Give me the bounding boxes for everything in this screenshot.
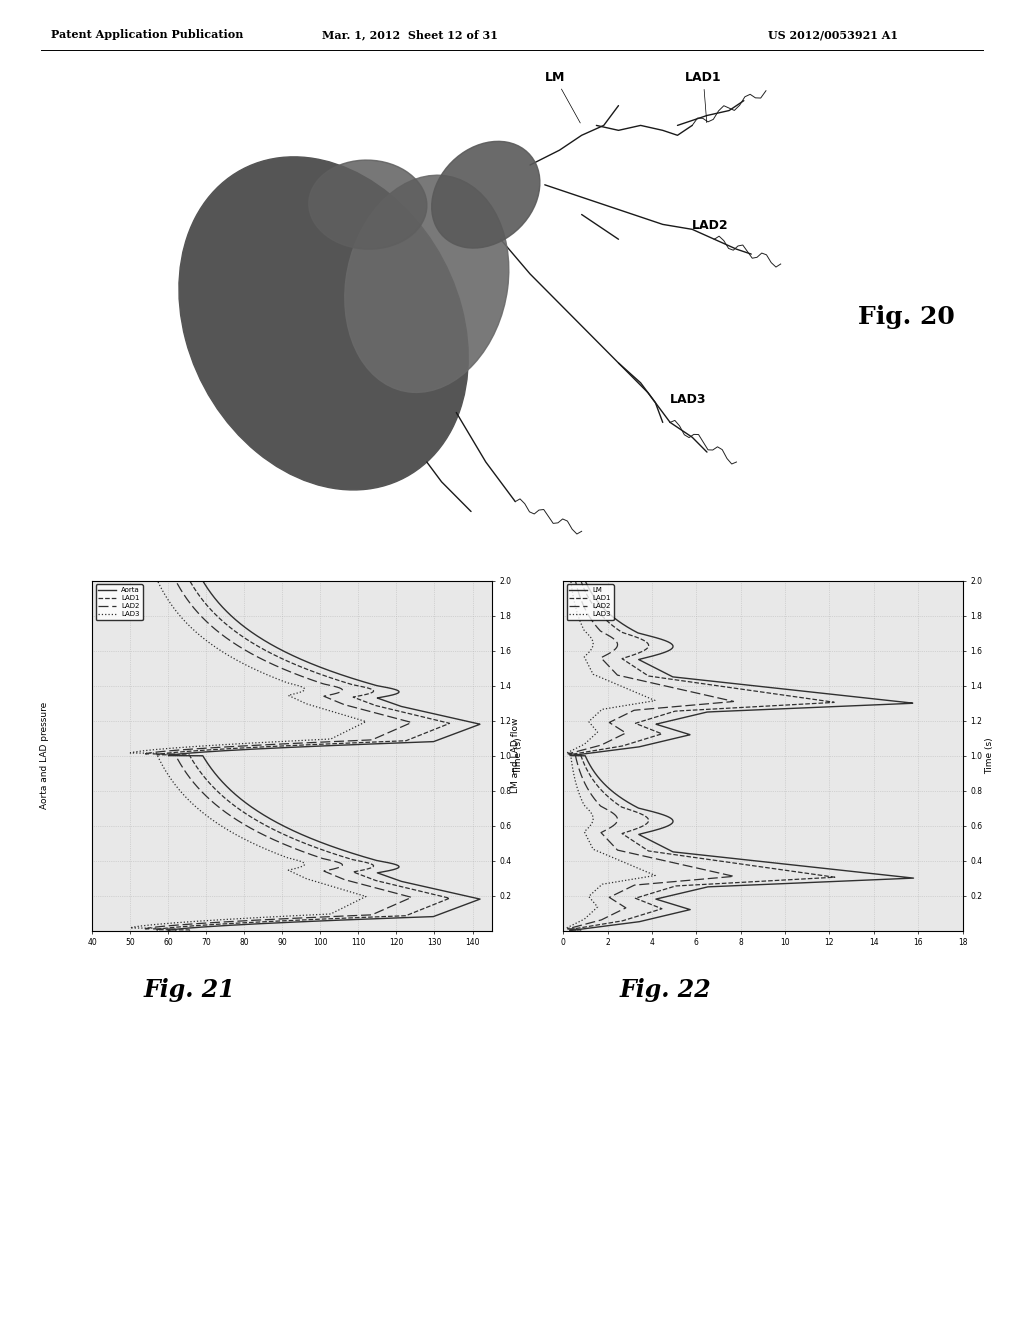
Line: LAD2: LAD2: [567, 581, 734, 931]
LM: [563, 573, 575, 589]
LM: [587, 762, 599, 777]
LAD3: [566, 583, 579, 599]
LAD1: [189, 583, 202, 599]
Text: LAD2: LAD2: [692, 219, 729, 232]
Aorta: [206, 762, 218, 777]
Text: LAD1: LAD1: [685, 71, 722, 123]
LAD1: [183, 573, 196, 589]
Ellipse shape: [179, 157, 468, 490]
LAD3: [564, 573, 577, 589]
LAD3: [585, 904, 597, 920]
Text: LM and LAD flow: LM and LAD flow: [511, 718, 520, 793]
Line: LAD1: LAD1: [568, 581, 835, 931]
Aorta: [162, 573, 174, 589]
LAD1: [193, 762, 205, 777]
LAD3: [580, 647, 592, 663]
LAD3: [157, 583, 169, 599]
LAD1: [268, 647, 281, 663]
Line: LM: LM: [569, 581, 913, 931]
LAD1: [579, 583, 591, 599]
LAD2: [573, 762, 586, 777]
LAD3: [566, 762, 579, 777]
LM: [582, 752, 594, 768]
Text: Aorta and LAD pressure: Aorta and LAD pressure: [40, 702, 49, 809]
LAD3: [152, 923, 164, 939]
LAD2: [170, 573, 182, 589]
LAD1: [190, 583, 203, 599]
Text: Fig. 22: Fig. 22: [620, 978, 712, 1002]
LAD2: [569, 573, 582, 589]
Line: Aorta: Aorta: [168, 581, 480, 931]
LAD3: [159, 762, 171, 777]
LAD2: [569, 923, 582, 939]
Aorta: [162, 923, 174, 939]
Text: Fig. 20: Fig. 20: [858, 305, 954, 329]
Text: Mar. 1, 2012  Sheet 12 of 31: Mar. 1, 2012 Sheet 12 of 31: [322, 29, 498, 40]
LAD2: [178, 762, 190, 777]
LAD2: [570, 752, 583, 768]
LAD1: [579, 583, 591, 599]
Aorta: [204, 583, 216, 599]
Ellipse shape: [345, 176, 509, 392]
Legend: LM, LAD1, LAD2, LAD3: LM, LAD1, LAD2, LAD3: [566, 585, 613, 620]
Line: LAD1: LAD1: [157, 581, 450, 931]
LAD3: [222, 647, 234, 663]
Aorta: [286, 647, 298, 663]
LAD2: [170, 923, 182, 939]
LAD2: [172, 752, 184, 768]
LAD3: [564, 923, 577, 939]
LAD3: [152, 573, 164, 589]
Text: LAD3: LAD3: [670, 392, 707, 405]
LM: [649, 647, 662, 663]
LAD1: [574, 923, 587, 939]
LAD1: [574, 573, 587, 589]
LM: [563, 923, 575, 939]
LAD3: [327, 904, 339, 920]
LAD1: [186, 752, 199, 768]
LAD2: [248, 647, 260, 663]
Line: LAD3: LAD3: [130, 581, 366, 931]
Line: LAD2: LAD2: [145, 581, 412, 931]
LAD2: [609, 904, 622, 920]
LAD3: [565, 752, 578, 768]
Text: US 2012/0053921 A1: US 2012/0053921 A1: [768, 29, 898, 40]
LAD2: [371, 904, 383, 920]
Line: LAD3: LAD3: [566, 581, 655, 931]
Legend: Aorta, LAD1, LAD2, LAD3: Aorta, LAD1, LAD2, LAD3: [95, 585, 143, 620]
LAD1: [643, 904, 655, 920]
LAD2: [175, 583, 187, 599]
Aorta: [203, 583, 215, 599]
LAD3: [566, 583, 579, 599]
LAD2: [600, 647, 612, 663]
Ellipse shape: [432, 141, 540, 248]
LAD1: [581, 762, 593, 777]
LAD2: [572, 583, 585, 599]
LM: [671, 904, 683, 920]
Aorta: [437, 904, 450, 920]
Text: Patent Application Publication: Patent Application Publication: [51, 29, 244, 40]
Y-axis label: Time (s): Time (s): [514, 738, 523, 774]
LAD1: [577, 752, 589, 768]
LAD2: [572, 583, 585, 599]
Ellipse shape: [309, 160, 427, 249]
LM: [585, 583, 597, 599]
Y-axis label: Time (s): Time (s): [985, 738, 994, 774]
LM: [585, 583, 597, 599]
LAD3: [154, 752, 166, 768]
Aorta: [200, 752, 212, 768]
LAD1: [627, 647, 639, 663]
Text: LM: LM: [545, 71, 581, 123]
LAD1: [408, 904, 420, 920]
Text: Fig. 21: Fig. 21: [143, 978, 236, 1002]
LAD2: [175, 583, 187, 599]
LAD3: [157, 583, 169, 599]
LAD1: [183, 923, 196, 939]
